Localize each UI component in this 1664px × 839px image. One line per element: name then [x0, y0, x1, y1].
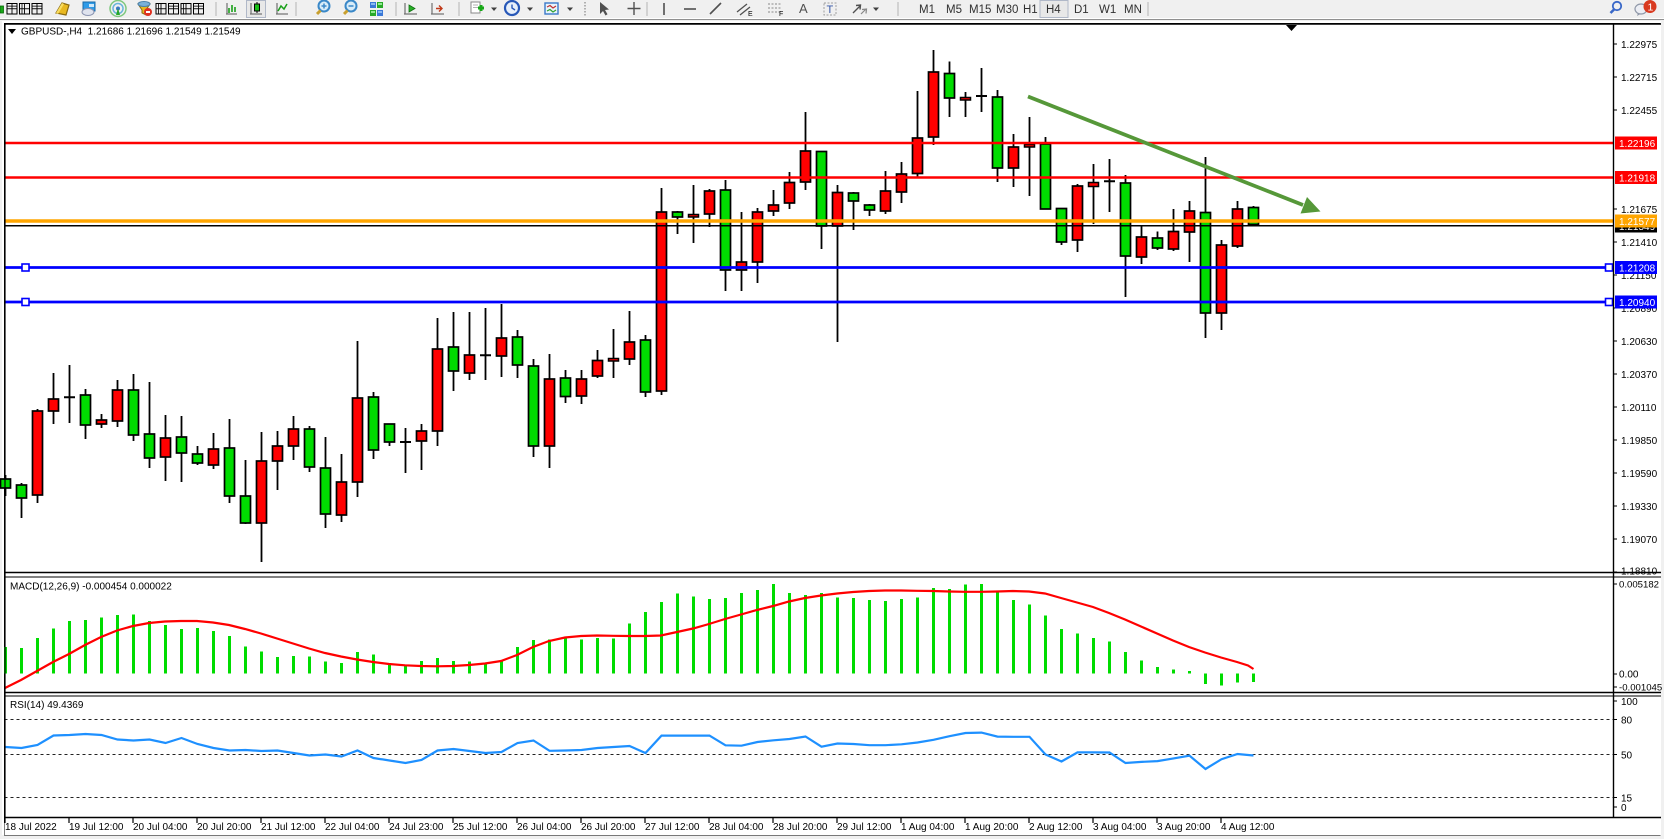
- svg-text:1.19850: 1.19850: [1621, 436, 1658, 447]
- svg-text:27 Jul 12:00: 27 Jul 12:00: [645, 822, 700, 833]
- svg-text:M30: M30: [996, 4, 1018, 16]
- svg-text:1.19590: 1.19590: [1621, 469, 1658, 480]
- svg-text:1.21675: 1.21675: [1621, 205, 1658, 216]
- svg-text:3 Aug 20:00: 3 Aug 20:00: [1157, 822, 1211, 833]
- svg-text:3 Aug 04:00: 3 Aug 04:00: [1093, 822, 1147, 833]
- svg-text:100: 100: [1621, 697, 1638, 708]
- svg-text:M1: M1: [919, 4, 935, 16]
- svg-text:1.22715: 1.22715: [1621, 73, 1658, 84]
- svg-text:26 Jul 04:00: 26 Jul 04:00: [517, 822, 572, 833]
- svg-text:1.20370: 1.20370: [1621, 370, 1658, 381]
- svg-text:1.21577: 1.21577: [1619, 217, 1656, 228]
- svg-text:1.22455: 1.22455: [1621, 106, 1658, 117]
- svg-text:29 Jul 12:00: 29 Jul 12:00: [837, 822, 892, 833]
- svg-text:1.20110: 1.20110: [1621, 403, 1657, 414]
- svg-text:0.00: 0.00: [1619, 670, 1639, 681]
- svg-text:26 Jul 20:00: 26 Jul 20:00: [581, 822, 636, 833]
- svg-text:MACD(12,26,9) -0.000454 0.0000: MACD(12,26,9) -0.000454 0.000022: [10, 582, 172, 593]
- svg-text:E: E: [748, 11, 753, 18]
- svg-text:0: 0: [1621, 803, 1627, 814]
- svg-text:20 Jul 20:00: 20 Jul 20:00: [197, 822, 252, 833]
- svg-text:1.20890: 1.20890: [1621, 304, 1658, 315]
- svg-text:-0.001045: -0.001045: [1619, 683, 1662, 694]
- svg-text:50: 50: [1621, 751, 1633, 762]
- svg-text:25 Jul 12:00: 25 Jul 12:00: [453, 822, 508, 833]
- svg-text:0.005182: 0.005182: [1619, 580, 1659, 591]
- svg-text:W1: W1: [1099, 4, 1116, 16]
- svg-text:H1: H1: [1023, 4, 1038, 16]
- svg-text:GBPUSD-,H4 1.21686 1.21696 1.: GBPUSD-,H4 1.21686 1.21696 1.21549 1.215…: [21, 27, 241, 38]
- svg-text:1 Aug 04:00: 1 Aug 04:00: [901, 822, 955, 833]
- svg-text:D1: D1: [1074, 4, 1089, 16]
- svg-text:21 Jul 12:00: 21 Jul 12:00: [261, 822, 316, 833]
- svg-text:20 Jul 04:00: 20 Jul 04:00: [133, 822, 188, 833]
- svg-text:1.22196: 1.22196: [1619, 139, 1656, 150]
- svg-text:T: T: [827, 4, 834, 16]
- svg-text:F: F: [779, 11, 783, 18]
- svg-text:H4: H4: [1046, 4, 1061, 16]
- svg-text:A: A: [799, 1, 808, 16]
- svg-text:18 Jul 2022: 18 Jul 2022: [5, 822, 57, 833]
- svg-text:1.20940: 1.20940: [1619, 298, 1656, 309]
- svg-text:1.20630: 1.20630: [1621, 337, 1658, 348]
- svg-text:1.21150: 1.21150: [1621, 271, 1657, 282]
- svg-text:22 Jul 04:00: 22 Jul 04:00: [325, 822, 380, 833]
- svg-text:4 Aug 12:00: 4 Aug 12:00: [1221, 822, 1275, 833]
- svg-text:1: 1: [1648, 2, 1654, 14]
- svg-text:19 Jul 12:00: 19 Jul 12:00: [69, 822, 124, 833]
- svg-text:1.21208: 1.21208: [1619, 264, 1656, 275]
- svg-text:1.19330: 1.19330: [1621, 502, 1658, 513]
- svg-text:1 Aug 20:00: 1 Aug 20:00: [965, 822, 1019, 833]
- svg-text:2 Aug 12:00: 2 Aug 12:00: [1029, 822, 1083, 833]
- svg-text:1.22975: 1.22975: [1621, 40, 1658, 51]
- svg-text:15: 15: [1621, 794, 1633, 805]
- svg-text:M5: M5: [946, 4, 962, 16]
- svg-text:80: 80: [1621, 716, 1633, 727]
- svg-text:M15: M15: [969, 4, 991, 16]
- svg-text:MN: MN: [1124, 4, 1142, 16]
- svg-text:1.19070: 1.19070: [1621, 535, 1658, 546]
- svg-text:1.18810: 1.18810: [1621, 567, 1658, 578]
- svg-text:28 Jul 20:00: 28 Jul 20:00: [773, 822, 828, 833]
- svg-text:24 Jul 23:00: 24 Jul 23:00: [389, 822, 444, 833]
- svg-text:RSI(14) 49.4369: RSI(14) 49.4369: [10, 700, 84, 711]
- svg-text:1.21410: 1.21410: [1621, 238, 1658, 249]
- svg-text:28 Jul 04:00: 28 Jul 04:00: [709, 822, 764, 833]
- svg-text:1.21918: 1.21918: [1619, 174, 1656, 185]
